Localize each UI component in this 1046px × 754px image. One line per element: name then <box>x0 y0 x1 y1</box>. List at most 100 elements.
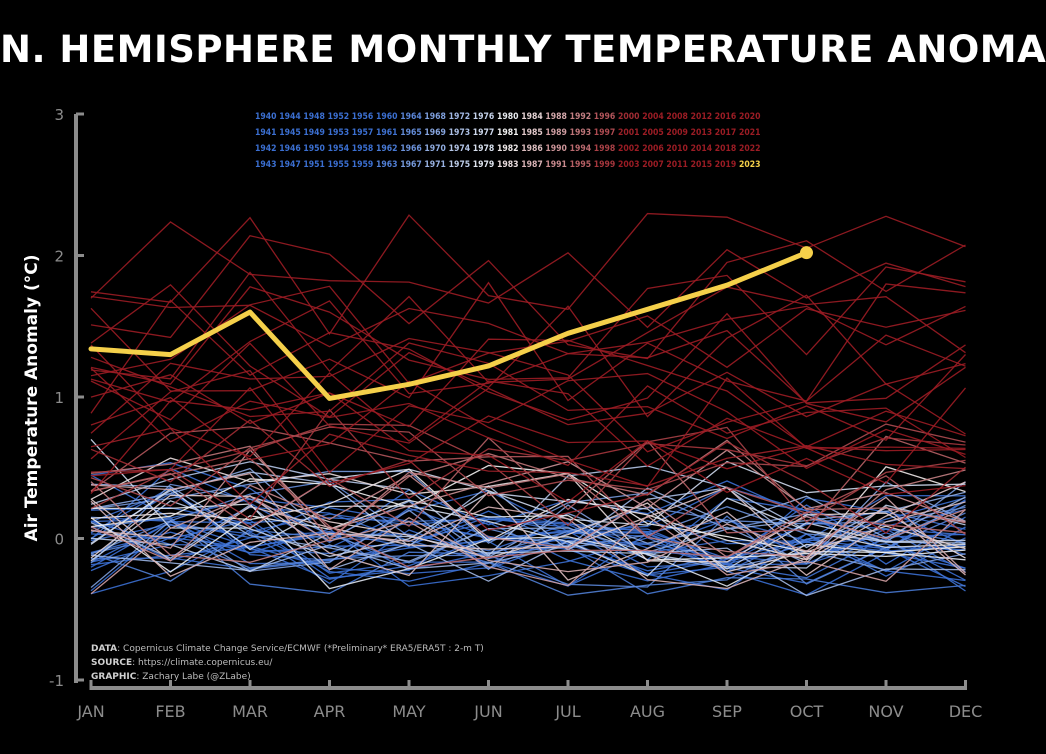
y-tick-label: 0 <box>54 531 64 549</box>
legend-year-1987: 1987 <box>521 160 543 170</box>
legend-year-1985: 1985 <box>521 128 543 138</box>
legend-year-1977: 1977 <box>473 128 495 138</box>
x-tick-label-apr: APR <box>314 702 346 721</box>
legend-year-1946: 1946 <box>279 144 301 154</box>
legend-year-2020: 2020 <box>739 112 761 122</box>
x-tick-label-nov: NOV <box>868 702 903 721</box>
legend-year-2011: 2011 <box>666 160 688 170</box>
y-axis-ticks: -1 0 1 2 3 <box>49 106 84 690</box>
series-line-2023 <box>88 250 809 401</box>
series-line-2021 <box>90 212 966 336</box>
legend-year-1949: 1949 <box>303 128 325 138</box>
x-tick-label-oct: OCT <box>790 702 824 721</box>
legend-year-1961: 1961 <box>376 128 398 138</box>
series-line-1976 <box>90 492 966 570</box>
x-tick-label-aug: AUG <box>630 702 665 721</box>
credit-graphic: GRAPHIC: Zachary Labe (@ZLabe) <box>91 672 251 682</box>
series-line-2012 <box>90 334 966 453</box>
legend-year-1950: 1950 <box>303 144 325 154</box>
series-line-2001 <box>90 427 966 505</box>
legend-year-1982: 1982 <box>497 144 519 154</box>
legend-year-1998: 1998 <box>594 144 616 154</box>
legend-year-1976: 1976 <box>473 112 495 122</box>
y-axis-label: Air Temperature Anomaly (°C) <box>22 255 42 542</box>
series-line-1991 <box>90 474 966 562</box>
series-line-2007 <box>90 342 966 444</box>
legend-year-2023: 2023 <box>739 160 761 170</box>
legend-year-1966: 1966 <box>400 144 422 154</box>
historical-series-lines <box>90 212 966 597</box>
legend-year-1942: 1942 <box>255 144 277 154</box>
legend-year-1989: 1989 <box>545 128 567 138</box>
legend-year-1979: 1979 <box>473 160 495 170</box>
y-tick-label: -1 <box>49 672 64 690</box>
legend-year-1947: 1947 <box>279 160 301 170</box>
series-line-1973 <box>90 471 966 551</box>
series-line-1962 <box>90 517 966 595</box>
series-line-2016 <box>90 271 966 384</box>
legend-year-1959: 1959 <box>352 160 374 170</box>
x-tick-label-feb: FEB <box>155 702 185 721</box>
series-line-1981 <box>90 464 966 553</box>
x-tick-label-jan: JAN <box>76 702 104 721</box>
series-line-1998 <box>90 423 966 527</box>
legend-year-2018: 2018 <box>715 144 737 154</box>
y-tick-label: 1 <box>54 389 64 407</box>
series-line-1975 <box>90 504 966 573</box>
series-line-1984 <box>90 494 966 573</box>
series-line-1980 <box>90 499 966 573</box>
legend-year-1945: 1945 <box>279 128 301 138</box>
legend-year-1963: 1963 <box>376 160 398 170</box>
series-line-1949 <box>90 519 966 596</box>
credit-source: SOURCE: https://climate.copernicus.eu/ <box>91 658 273 668</box>
legend-year-1940: 1940 <box>255 112 277 122</box>
series-line-1992 <box>90 469 966 563</box>
legend-year-2005: 2005 <box>642 128 664 138</box>
series-line-1989 <box>90 495 966 595</box>
legend-year-1996: 1996 <box>594 112 616 122</box>
legend-year-1958: 1958 <box>352 144 374 154</box>
legend: 1940 1941 1942 1943 1944 1945 1946 1947 1948 1949… <box>255 112 761 170</box>
x-tick-label-jun: JUN <box>473 702 502 721</box>
x-tick-label-may: MAY <box>392 702 426 721</box>
chart-title: N. HEMISPHERE MONTHLY TEMPERATURE ANOMAL… <box>0 28 1046 71</box>
legend-year-1975: 1975 <box>449 160 471 170</box>
series-line-2003 <box>90 377 966 488</box>
legend-year-1988: 1988 <box>545 112 567 122</box>
legend-year-1968: 1968 <box>424 112 446 122</box>
series-line-1978 <box>90 488 966 577</box>
legend-year-2008: 2008 <box>666 112 688 122</box>
legend-year-1981: 1981 <box>497 128 519 138</box>
series-line-1987 <box>90 500 966 590</box>
x-tick-label-dec: DEC <box>949 702 983 721</box>
series-line-2011 <box>90 338 966 452</box>
legend-year-1962: 1962 <box>376 144 398 154</box>
legend-year-1992: 1992 <box>570 112 592 122</box>
legend-year-1948: 1948 <box>303 112 325 122</box>
legend-year-1980: 1980 <box>497 112 519 122</box>
legend-year-2015: 2015 <box>691 160 713 170</box>
series-line-2019 <box>90 295 966 355</box>
legend-year-2001: 2001 <box>618 128 640 138</box>
credits-block: DATA: Copernicus Climate Change Service/… <box>91 644 484 682</box>
series-line-1985 <box>90 481 966 562</box>
legend-year-2017: 2017 <box>715 128 737 138</box>
legend-year-1984: 1984 <box>521 112 543 122</box>
legend-year-1951: 1951 <box>303 160 325 170</box>
legend-year-2021: 2021 <box>739 128 761 138</box>
series-line-1996 <box>90 426 966 539</box>
legend-year-2010: 2010 <box>666 144 688 154</box>
legend-year-1941: 1941 <box>255 128 277 138</box>
series-line-2018 <box>90 281 966 402</box>
y-tick-label: 3 <box>54 106 64 124</box>
y-tick-label: 2 <box>54 248 64 266</box>
x-axis-ticks: JAN FEB MAR APR MAY JUN JUL AUG SEP OCT NOV DEC <box>76 680 982 721</box>
legend-year-1967: 1967 <box>400 160 422 170</box>
legend-year-2003: 2003 <box>618 160 640 170</box>
legend-year-2022: 2022 <box>739 144 761 154</box>
legend-year-1972: 1972 <box>449 112 471 122</box>
legend-year-1969: 1969 <box>424 128 446 138</box>
legend-year-1943: 1943 <box>255 160 277 170</box>
legend-year-1955: 1955 <box>328 160 350 170</box>
